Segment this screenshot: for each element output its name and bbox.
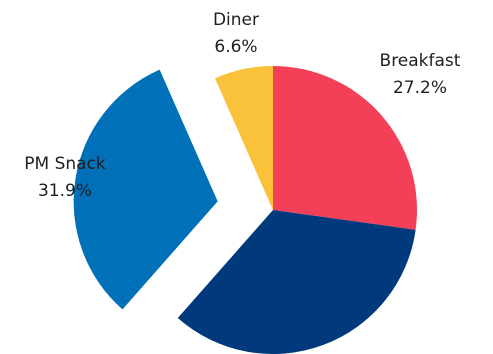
slice-label-breakfast-name: Breakfast xyxy=(380,51,461,71)
pie-slices xyxy=(73,66,417,354)
pie-slice-diner[interactable] xyxy=(214,66,273,210)
pie-slice-lunch[interactable] xyxy=(177,210,416,354)
slice-label-breakfast-percent: 27.2% xyxy=(393,78,447,98)
slice-label-diner-name: Diner xyxy=(213,10,259,30)
pie-labels: Breakfast 27.2% PM Snack 31.9% Diner 6.6… xyxy=(24,10,461,201)
pie-slice-pm-snack[interactable] xyxy=(73,69,218,310)
pie-slice-breakfast[interactable] xyxy=(273,66,417,230)
slice-label-pm-snack-name: PM Snack xyxy=(24,154,106,174)
slice-label-diner-percent: 6.6% xyxy=(214,37,257,57)
slice-label-pm-snack-percent: 31.9% xyxy=(38,181,92,201)
